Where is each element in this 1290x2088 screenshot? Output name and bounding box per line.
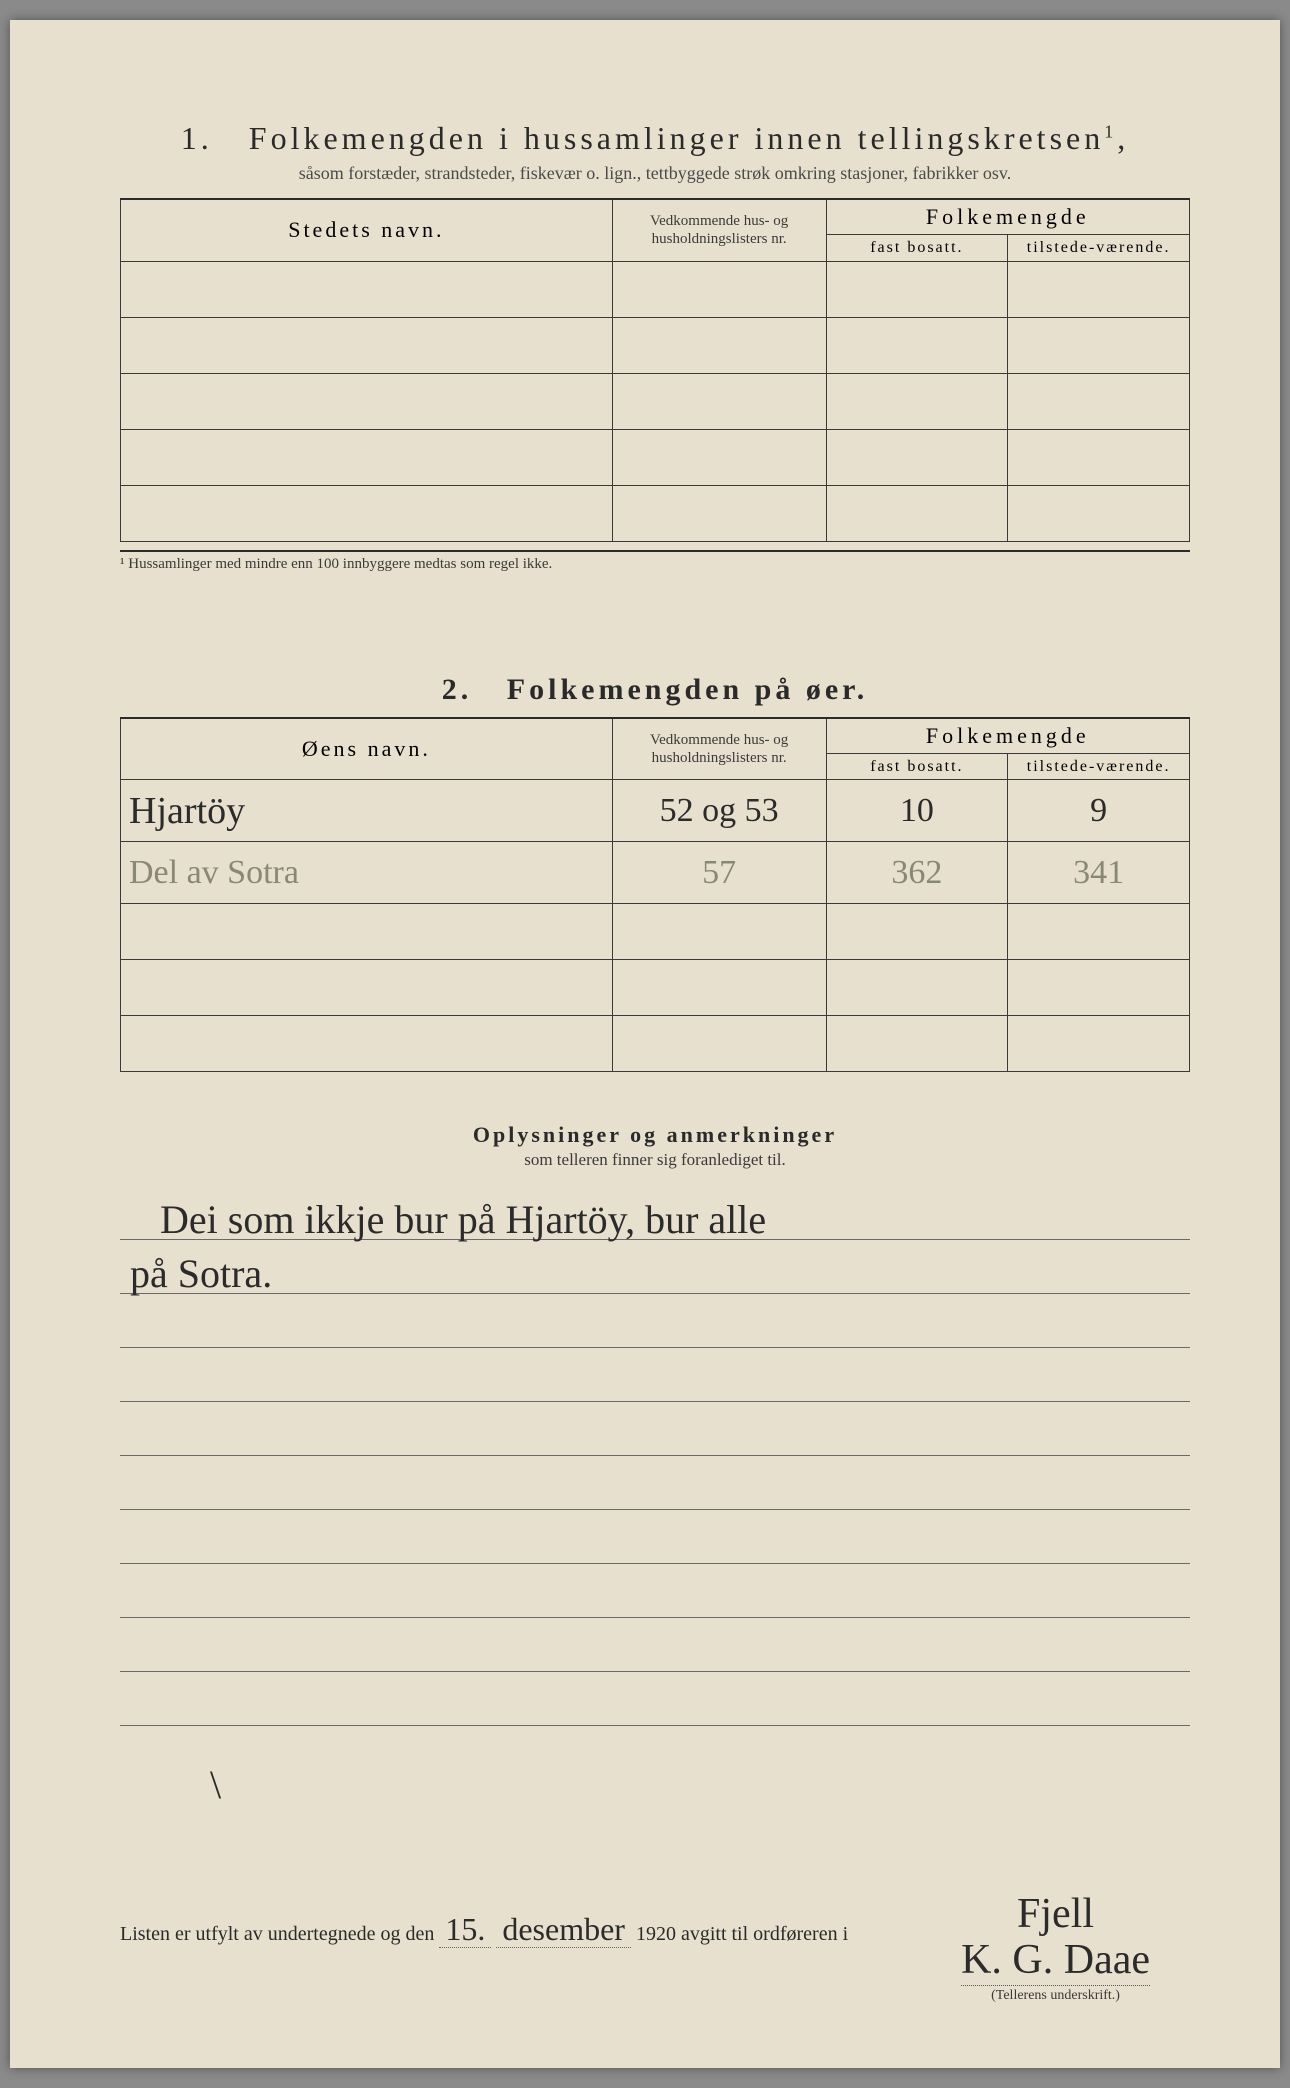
- table-row: [121, 317, 1190, 373]
- ruled-line: [120, 1348, 1190, 1402]
- date-day: 15.: [439, 1911, 491, 1948]
- ruled-line: [120, 1456, 1190, 1510]
- table-row: Del av Sotra 57 362 341: [121, 842, 1190, 904]
- signature-label: (Tellerens underskrift.): [961, 1985, 1150, 2004]
- row0-name: Hjartöy: [129, 790, 245, 832]
- remark-line0: Dei som ikkje bur på Hjartöy, bur alle: [160, 1196, 766, 1243]
- date-month: desember: [496, 1911, 631, 1948]
- row1-fast: 362: [826, 842, 1008, 904]
- hdr-fast: fast bosatt.: [826, 235, 1008, 262]
- section1-footnote: ¹ Hussamlinger med mindre enn 100 innbyg…: [120, 550, 1190, 573]
- table-row: [121, 1016, 1190, 1072]
- hdr-vedk2: Vedkommende hus- og husholdningslisters …: [612, 718, 826, 780]
- ruled-line: Dei som ikkje bur på Hjartöy, bur alle: [120, 1186, 1190, 1240]
- place-hw: Fjell: [961, 1891, 1150, 1937]
- table-row: Hjartöy 52 og 53 10 9: [121, 780, 1190, 842]
- section1-title-text: Folkemengden i hussamlinger innen tellin…: [249, 120, 1104, 156]
- ruled-line: på Sotra.: [120, 1240, 1190, 1294]
- remark-line1: på Sotra.: [130, 1250, 272, 1297]
- bottom-line: Listen er utfylt av undertegnede og den …: [120, 1911, 1190, 1948]
- row1-name: Del av Sotra: [129, 854, 299, 891]
- table-row: [121, 373, 1190, 429]
- section2-table: Øens navn. Vedkommende hus- og husholdni…: [120, 717, 1190, 1073]
- ruled-line: [120, 1564, 1190, 1618]
- stray-mark: \: [210, 1761, 221, 1808]
- table-row: [121, 904, 1190, 960]
- hdr-vedk: Vedkommende hus- og husholdningslisters …: [612, 199, 826, 261]
- ruled-line: [120, 1402, 1190, 1456]
- section1-num: 1.: [181, 120, 213, 156]
- section1-subtitle: såsom forstæder, strandsteder, fiskevær …: [120, 163, 1190, 184]
- row1-tilstede: 341: [1008, 842, 1190, 904]
- section2: 2. Folkemengden på øer. Øens navn. Vedko…: [120, 673, 1190, 1073]
- remarks-title: Oplysninger og anmerkninger: [120, 1122, 1190, 1148]
- row0-fast: 10: [826, 780, 1008, 842]
- table-row: [121, 261, 1190, 317]
- section2-num: 2.: [442, 673, 473, 706]
- hdr-fast2: fast bosatt.: [826, 753, 1008, 780]
- section1-heading: 1. Folkemengden i hussamlinger innen tel…: [120, 120, 1190, 157]
- hdr-sted: Stedets navn.: [121, 199, 613, 261]
- row0-tilstede: 9: [1008, 780, 1190, 842]
- section2-title-text: Folkemengden på øer.: [507, 673, 868, 706]
- bottom-middle: avgitt til ordføreren i: [681, 1923, 848, 1945]
- row1-nr: 57: [612, 842, 826, 904]
- ruled-line: [120, 1510, 1190, 1564]
- year: 1920: [636, 1923, 676, 1945]
- table-row: [121, 429, 1190, 485]
- ruled-line: [120, 1672, 1190, 1726]
- table-row: [121, 960, 1190, 1016]
- hdr-tilstede: tilstede-værende.: [1008, 235, 1190, 262]
- signature: K. G. Daae: [961, 1937, 1150, 1983]
- section1-sup: 1: [1104, 121, 1117, 141]
- signature-block: Fjell K. G. Daae (Tellerens underskrift.…: [961, 1891, 1150, 2004]
- document-page: 1. Folkemengden i hussamlinger innen tel…: [10, 20, 1280, 2068]
- row0-nr: 52 og 53: [612, 780, 826, 842]
- ruled-line: [120, 1294, 1190, 1348]
- bottom-prefix: Listen er utfylt av undertegnede og den: [120, 1923, 434, 1945]
- hdr-tilstede2: tilstede-værende.: [1008, 753, 1190, 780]
- section2-heading: 2. Folkemengden på øer.: [120, 673, 1190, 707]
- hdr-folke: Folkemengde: [826, 199, 1189, 235]
- hdr-oen: Øens navn.: [121, 718, 613, 780]
- remarks-section: Oplysninger og anmerkninger som telleren…: [120, 1122, 1190, 1726]
- section1-table: Stedets navn. Vedkommende hus- og hushol…: [120, 198, 1190, 542]
- hdr-folke2: Folkemengde: [826, 718, 1189, 754]
- ruled-line: [120, 1618, 1190, 1672]
- remarks-subtitle: som telleren finner sig foranlediget til…: [120, 1150, 1190, 1170]
- table-row: [121, 485, 1190, 541]
